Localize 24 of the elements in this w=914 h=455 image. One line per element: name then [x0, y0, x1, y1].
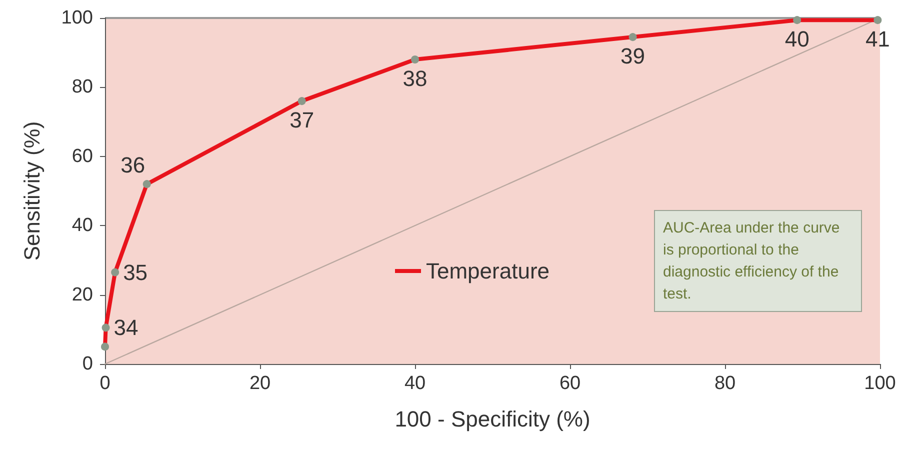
x-tick-label: 80	[714, 373, 736, 394]
annotation: 40	[784, 26, 810, 52]
y-tick-label: 0	[82, 354, 93, 374]
annotation: AUC-Area under the curve is proportional to the diagnostic efficiency of the test.	[663, 220, 844, 302]
annotation: 41	[865, 26, 890, 52]
y-tick-label: 80	[72, 76, 93, 98]
annotation: 35	[123, 260, 148, 285]
y-tick-label: 20	[72, 284, 93, 306]
x-tick-label: 40	[404, 373, 426, 394]
y-tick-label: 100	[61, 8, 93, 28]
annotation: 38	[402, 66, 428, 92]
annotation: 37	[290, 108, 314, 133]
annotation: 34	[114, 315, 138, 340]
x-tick-label: 60	[559, 373, 581, 394]
y-tick-label: 40	[72, 215, 93, 236]
x-tick-label: 20	[249, 373, 271, 394]
legend-label: Temperature	[426, 258, 550, 284]
y-axis-title: Sensitivity (%)	[20, 121, 44, 261]
x-tick-label: 100	[864, 373, 896, 394]
annotation: 36	[120, 152, 146, 178]
x-tick-label: 0	[100, 373, 110, 394]
annotation: 39	[620, 44, 646, 69]
x-axis-title: 100 - Specificity (%)	[394, 406, 590, 432]
y-tick-label: 60	[72, 146, 93, 167]
